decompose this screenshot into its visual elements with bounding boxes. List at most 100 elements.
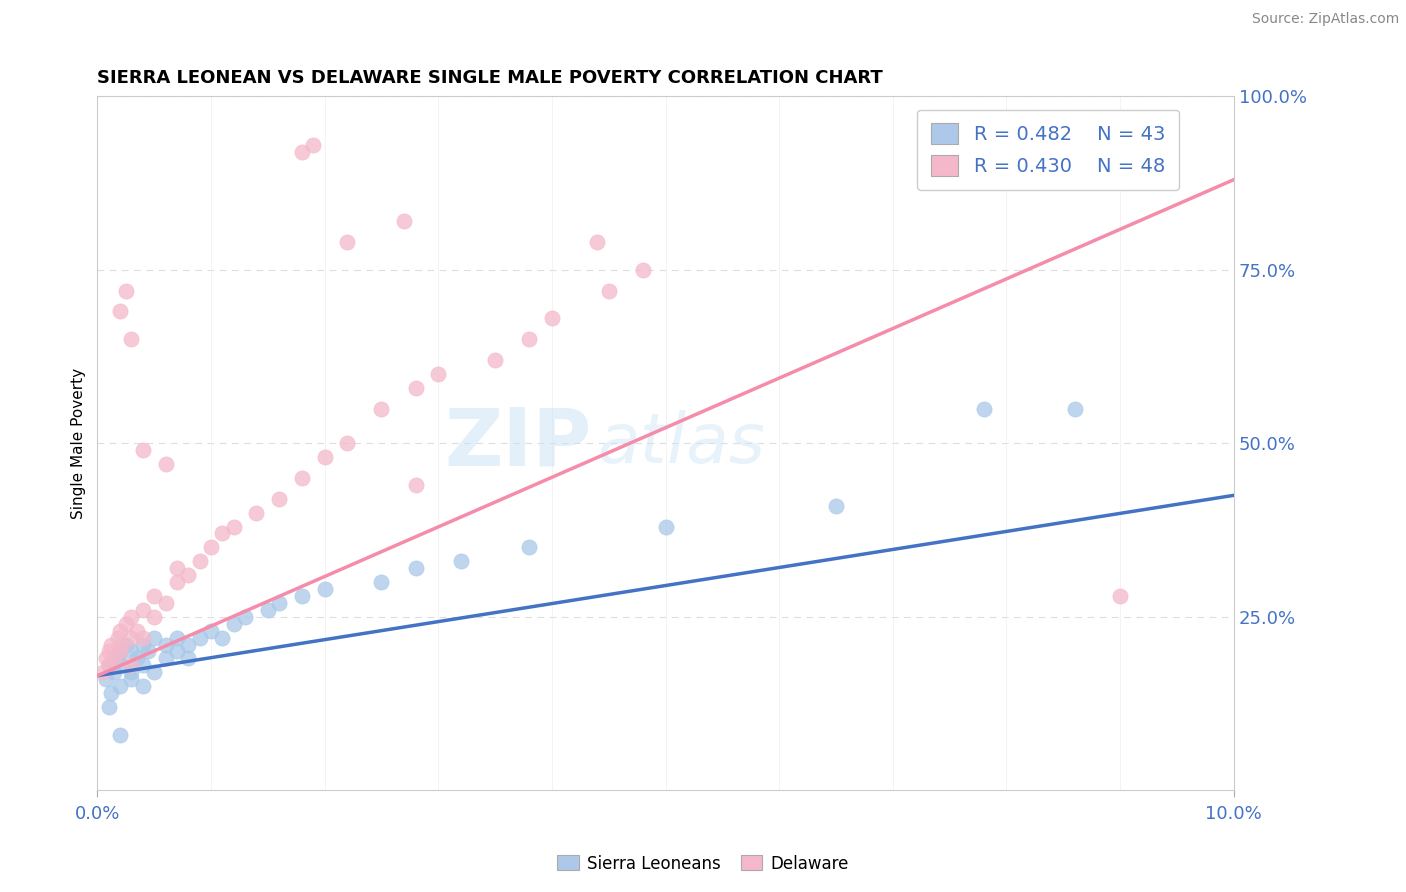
Point: [120, 665, 142, 680]
Point: [188, 554, 211, 568]
Point: [256, 603, 278, 617]
Point: [166, 631, 188, 645]
Legend: Sierra Leoneans, Delaware: Sierra Leoneans, Delaware: [550, 848, 856, 880]
Point: [143, 631, 166, 645]
Point: [127, 651, 149, 665]
Point: [114, 616, 136, 631]
Point: [188, 631, 211, 645]
Point: [484, 353, 506, 368]
Point: [302, 138, 325, 153]
Point: [111, 638, 134, 652]
Point: [132, 638, 155, 652]
Point: [132, 658, 155, 673]
Point: [143, 609, 166, 624]
Point: [269, 491, 291, 506]
Point: [200, 624, 222, 638]
Point: [245, 506, 267, 520]
Text: atlas: atlas: [598, 409, 765, 477]
Point: [370, 401, 392, 416]
Point: [120, 631, 142, 645]
Point: [166, 561, 188, 575]
Point: [200, 541, 222, 555]
Point: [120, 644, 142, 658]
Point: [233, 609, 256, 624]
Point: [177, 568, 200, 582]
Point: [269, 596, 291, 610]
Point: [314, 450, 336, 465]
Point: [291, 589, 314, 603]
Point: [155, 596, 177, 610]
Point: [291, 145, 314, 159]
Point: [598, 284, 620, 298]
Point: [108, 728, 131, 742]
Point: [427, 367, 450, 381]
Text: Source: ZipAtlas.com: Source: ZipAtlas.com: [1251, 12, 1399, 26]
Point: [654, 519, 676, 533]
Point: [108, 624, 131, 638]
Point: [108, 679, 131, 693]
Text: SIERRA LEONEAN VS DELAWARE SINGLE MALE POVERTY CORRELATION CHART: SIERRA LEONEAN VS DELAWARE SINGLE MALE P…: [97, 69, 883, 87]
Point: [177, 651, 200, 665]
Point: [222, 519, 245, 533]
Point: [97, 658, 120, 673]
Point: [825, 499, 848, 513]
Point: [177, 638, 200, 652]
Point: [1063, 401, 1085, 416]
Point: [143, 665, 166, 680]
Point: [107, 651, 129, 665]
Point: [108, 644, 131, 658]
Point: [114, 284, 136, 298]
Point: [132, 679, 155, 693]
Point: [405, 561, 427, 575]
Point: [120, 332, 142, 346]
Point: [120, 658, 142, 673]
Point: [336, 235, 359, 249]
Point: [100, 686, 122, 700]
Point: [517, 332, 540, 346]
Point: [111, 658, 134, 673]
Point: [1109, 589, 1132, 603]
Point: [541, 311, 564, 326]
Point: [392, 214, 415, 228]
Point: [100, 638, 122, 652]
Point: [97, 700, 120, 714]
Point: [211, 526, 233, 541]
Point: [405, 381, 427, 395]
Point: [97, 644, 120, 658]
Point: [166, 575, 188, 590]
Point: [108, 304, 131, 318]
Legend: R = 0.482    N = 43, R = 0.430    N = 48: R = 0.482 N = 43, R = 0.430 N = 48: [917, 110, 1178, 190]
Point: [314, 582, 336, 596]
Point: [631, 263, 654, 277]
Point: [370, 575, 392, 590]
Point: [973, 401, 995, 416]
Point: [155, 651, 177, 665]
Point: [107, 631, 129, 645]
Point: [103, 665, 125, 680]
Point: [114, 638, 136, 652]
Point: [127, 624, 149, 638]
Point: [336, 436, 359, 450]
Point: [586, 235, 609, 249]
Point: [222, 616, 245, 631]
Y-axis label: Single Male Poverty: Single Male Poverty: [72, 368, 86, 519]
Point: [450, 554, 472, 568]
Point: [120, 672, 142, 686]
Point: [155, 638, 177, 652]
Point: [211, 631, 233, 645]
Point: [143, 589, 166, 603]
Point: [517, 541, 540, 555]
Point: [291, 471, 314, 485]
Point: [108, 644, 131, 658]
Point: [96, 651, 118, 665]
Point: [166, 644, 188, 658]
Text: ZIP: ZIP: [444, 404, 592, 483]
Point: [132, 631, 155, 645]
Point: [96, 672, 118, 686]
Point: [91, 665, 114, 680]
Point: [103, 651, 125, 665]
Point: [120, 609, 142, 624]
Point: [405, 478, 427, 492]
Point: [97, 658, 120, 673]
Point: [132, 603, 155, 617]
